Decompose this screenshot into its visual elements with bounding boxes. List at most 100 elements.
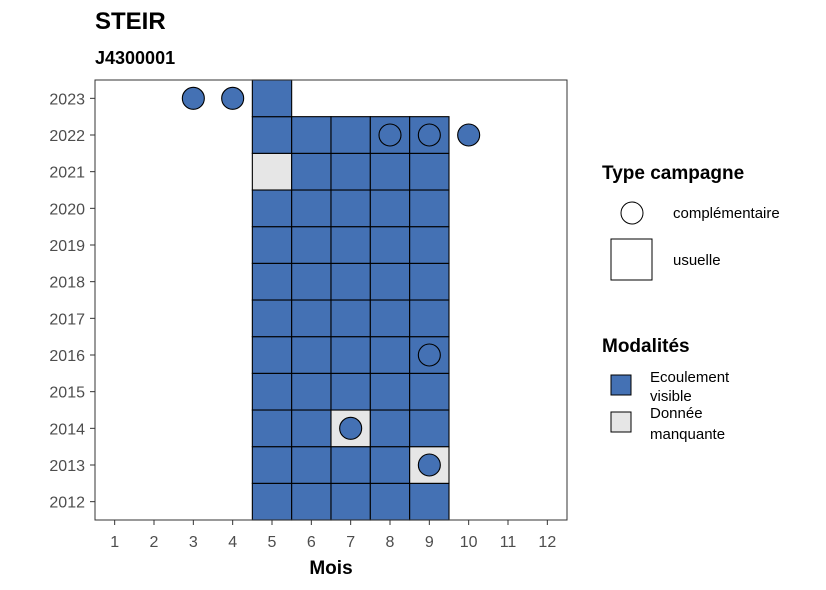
- y-tick-label-2022: 2022: [49, 128, 85, 145]
- tile-2013-5: [251, 446, 293, 484]
- tile-2012-9: [409, 482, 450, 521]
- tile-2018-8: [369, 262, 411, 301]
- tile-2015-6: [291, 372, 332, 411]
- legend-label-ecoulement-line1: Ecoulement: [650, 369, 730, 386]
- legend-label-complementaire: complémentaire: [673, 205, 780, 222]
- x-tick-label-7: 7: [346, 534, 355, 551]
- tile-2021-9: [409, 152, 450, 191]
- x-tick-label-9: 9: [425, 534, 434, 551]
- tile-2018-7: [330, 262, 371, 301]
- legend-label-donnee-line2: manquante: [650, 426, 725, 443]
- y-tick-label-2012: 2012: [49, 495, 85, 512]
- tile-2016-6: [291, 336, 332, 374]
- tile-2019-5: [251, 226, 293, 264]
- tile-2015-7: [330, 372, 371, 411]
- tile-2013-6: [291, 446, 332, 484]
- tile-2013-8: [369, 446, 411, 484]
- y-tick-label-2023: 2023: [49, 91, 85, 108]
- tile-2022-6: [291, 116, 332, 154]
- legend-key-ecoulement-visible: [610, 374, 632, 396]
- x-tick-label-1: 1: [110, 534, 119, 551]
- tile-2017-9: [409, 299, 450, 338]
- tile-2020-8: [369, 189, 411, 228]
- tile-2014-6: [291, 409, 332, 448]
- tile-2018-6: [291, 262, 332, 301]
- x-tick-label-2: 2: [150, 534, 159, 551]
- legend-key-usuelle: [610, 238, 653, 281]
- point-2022-9: [417, 123, 441, 147]
- tile-2015-9: [409, 372, 450, 411]
- legend-label-ecoulement-line2: visible: [650, 388, 692, 405]
- tile-2021-8: [369, 152, 411, 191]
- legend-title-modalites: Modalités: [602, 336, 690, 357]
- tile-2012-6: [291, 482, 332, 521]
- tile-2021-7: [330, 152, 371, 191]
- tile-2017-8: [369, 299, 411, 338]
- y-tick-label-2015: 2015: [49, 385, 85, 402]
- point-2022-8: [378, 123, 402, 147]
- tile-2012-8: [369, 482, 411, 521]
- x-tick-label-11: 11: [500, 534, 517, 551]
- tile-2018-9: [409, 262, 450, 301]
- x-axis-title: Mois: [309, 558, 352, 579]
- tile-2015-5: [251, 372, 293, 411]
- tile-2020-5: [251, 189, 293, 228]
- complementaire-points: [181, 86, 481, 477]
- tile-2020-6: [291, 189, 332, 228]
- legend-label-usuelle: usuelle: [673, 252, 721, 269]
- x-tick-label-8: 8: [386, 534, 395, 551]
- tile-2019-8: [369, 226, 411, 264]
- usuelle-tiles: [251, 79, 450, 521]
- tile-2016-8: [369, 336, 411, 374]
- x-tick-label-6: 6: [307, 534, 316, 551]
- point-2016-9: [417, 343, 441, 367]
- x-tick-label-4: 4: [228, 534, 237, 551]
- tile-2020-9: [409, 189, 450, 228]
- point-2014-7: [339, 416, 363, 440]
- tile-2022-5: [251, 116, 293, 154]
- tile-2015-8: [369, 372, 411, 411]
- legend: Type campagne complémentaire usuelle Mod…: [602, 163, 780, 443]
- tile-2014-8: [369, 409, 411, 448]
- tile-2022-7: [330, 116, 371, 154]
- legend-key-donnee-manquante: [610, 411, 632, 433]
- point-2023-4: [221, 86, 245, 110]
- y-tick-label-2018: 2018: [49, 275, 85, 292]
- tile-2017-7: [330, 299, 371, 338]
- tile-2016-5: [251, 336, 293, 374]
- tile-2023-5: [251, 79, 293, 118]
- plot-border: [94, 79, 568, 521]
- x-tick-label-5: 5: [268, 534, 277, 551]
- y-tick-label-2017: 2017: [49, 311, 85, 328]
- y-tick-label-2021: 2021: [49, 165, 85, 182]
- point-2023-3: [181, 86, 205, 110]
- point-2013-9: [417, 453, 441, 477]
- axes: 1 2 3 4 5 6 7 8 9 10 11 122012201320142015201620172…: [49, 79, 568, 551]
- y-tick-label-2020: 2020: [49, 201, 85, 218]
- chart-title: STEIR: [95, 8, 166, 35]
- tile-2014-9: [409, 409, 450, 448]
- tile-2019-6: [291, 226, 332, 264]
- y-tick-label-2016: 2016: [49, 348, 85, 365]
- tile-2014-5: [251, 409, 293, 448]
- tile-2012-7: [330, 482, 371, 521]
- legend-label-donnee-line1: Donnée: [650, 405, 703, 422]
- tile-2016-7: [330, 336, 371, 374]
- y-tick-label-2019: 2019: [49, 238, 85, 255]
- tile-2021-6: [291, 152, 332, 191]
- legend-key-complementaire: [620, 201, 644, 225]
- tile-2021-5: [251, 152, 293, 191]
- chart-subtitle: J4300001: [95, 48, 175, 68]
- tile-2018-5: [251, 262, 293, 301]
- y-tick-label-2013: 2013: [49, 458, 85, 475]
- tile-2017-5: [251, 299, 293, 338]
- x-tick-label-12: 12: [538, 534, 556, 551]
- point-2022-10: [457, 123, 481, 147]
- legend-title-type: Type campagne: [602, 163, 744, 184]
- tile-2012-5: [251, 482, 293, 521]
- y-tick-label-2014: 2014: [49, 421, 85, 438]
- x-tick-label-3: 3: [189, 534, 198, 551]
- tile-2017-6: [291, 299, 332, 338]
- tile-2013-7: [330, 446, 371, 484]
